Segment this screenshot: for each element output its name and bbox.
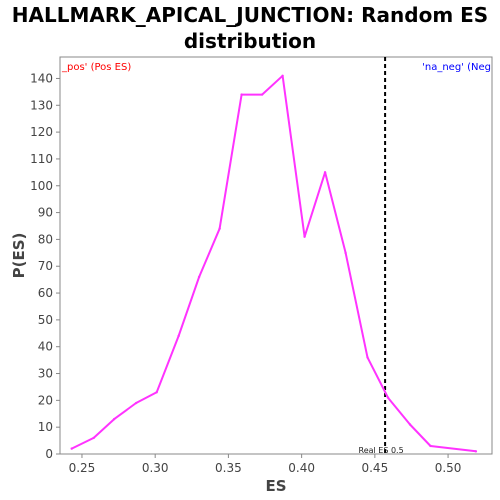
series-point [177,334,180,338]
y-axis-title: P(ES) [10,233,28,279]
x-tick-label: 0.35 [215,461,242,475]
series-point [155,391,158,394]
series-point [366,356,369,359]
y-tick-label: 70 [38,259,53,273]
series-point [112,417,116,421]
y-tick-label: 20 [38,393,53,407]
y-tick-label: 140 [30,71,53,85]
y-tick-label: 100 [30,179,53,193]
series-point [474,450,478,453]
y-tick-label: 130 [30,98,53,112]
real-es-label: Real ES 0.5 [359,446,404,455]
y-axis-ticks: 0 10 20 30 40 50 60 70 80 90 100 110 120 130 140 [30,71,60,461]
y-tick-label: 30 [38,367,53,381]
y-tick-label: 90 [38,206,53,220]
x-tick-label: 0.25 [69,461,96,475]
series-point [70,447,73,450]
legend-positive: _pos' (Pos ES) [61,62,131,73]
y-tick-label: 40 [38,340,53,354]
x-tick-label: 0.50 [435,461,462,475]
y-tick-label: 0 [45,447,53,461]
series-point [92,436,95,440]
chart-title-line1: HALLMARK_APICAL_JUNCTION: Random ES [11,3,489,27]
series-point [344,251,347,255]
series-point [408,423,412,426]
y-tick-label: 120 [30,125,53,139]
x-axis-title: ES [265,477,286,495]
series-point [218,227,221,230]
chart-title: HALLMARK_APICAL_JUNCTION: Random ES dist… [0,2,500,54]
series-point [429,444,432,448]
series-point [281,74,284,77]
y-tick-label: 60 [38,286,53,300]
series-point [260,93,264,96]
y-tick-label: 80 [38,232,53,246]
series-point [323,171,327,174]
series-point [386,396,390,399]
y-tick-label: 50 [38,313,53,327]
series-point [240,93,243,96]
series-point [303,235,306,238]
plot-area [59,56,493,455]
x-tick-label: 0.40 [288,461,315,475]
y-tick-label: 10 [38,420,53,434]
x-axis-ticks: 0.25 0.30 0.35 0.40 0.45 0.50 [69,454,462,475]
x-tick-label: 0.30 [142,461,169,475]
series-point [197,275,201,279]
chart-title-line2: distribution [183,29,317,53]
y-tick-label: 110 [30,152,53,166]
series-point [134,401,138,405]
series-points [70,74,478,453]
x-tick-label: 0.45 [361,461,388,475]
legend-negative: 'na_neg' (Neg [422,62,491,73]
